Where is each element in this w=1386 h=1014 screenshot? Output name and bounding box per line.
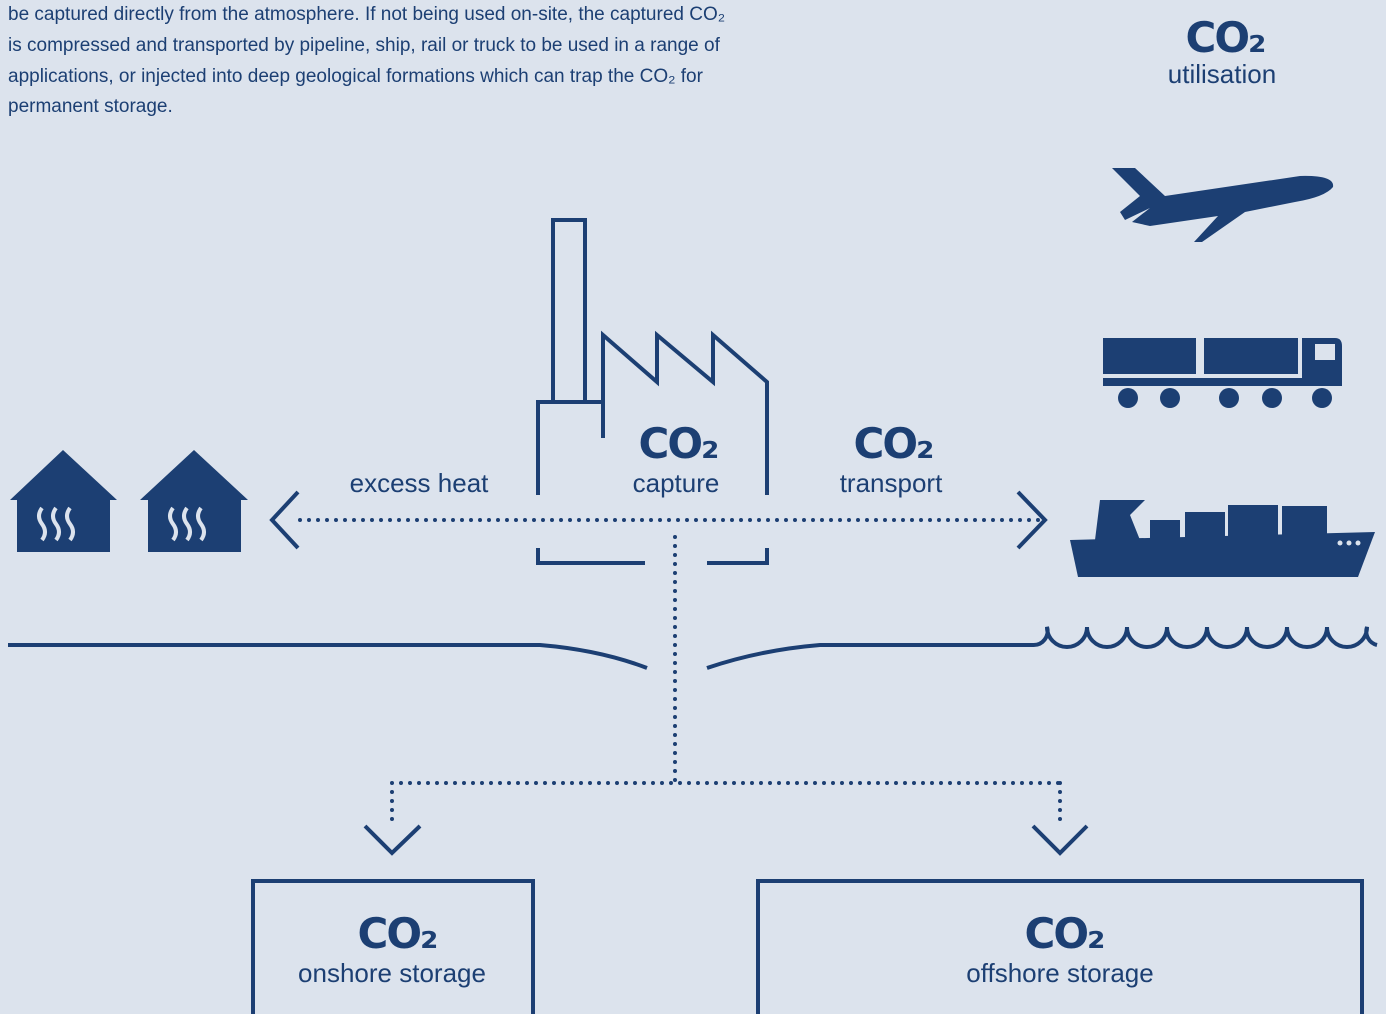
utilisation-label: utilisation xyxy=(1168,59,1276,89)
intro-line: applications, or injected into deep geol… xyxy=(8,66,704,87)
onshore-title: CO₂ xyxy=(358,909,438,958)
diagram: be captured directly from the atmosphere… xyxy=(0,0,1386,1014)
intro-line: be captured directly from the atmosphere… xyxy=(8,4,725,25)
transport-label: transport xyxy=(840,468,943,498)
capture-title: CO₂ xyxy=(639,419,719,468)
intro-line: permanent storage. xyxy=(8,96,173,117)
intro-line: is compressed and transported by pipelin… xyxy=(8,35,721,56)
capture-label: capture xyxy=(633,468,720,498)
offshore-title: CO₂ xyxy=(1025,909,1105,958)
offshore-label: offshore storage xyxy=(966,958,1153,988)
onshore-label: onshore storage xyxy=(298,958,486,988)
heat-label: excess heat xyxy=(350,468,490,498)
utilisation-title: CO₂ xyxy=(1186,13,1266,62)
transport-title: CO₂ xyxy=(854,419,934,468)
